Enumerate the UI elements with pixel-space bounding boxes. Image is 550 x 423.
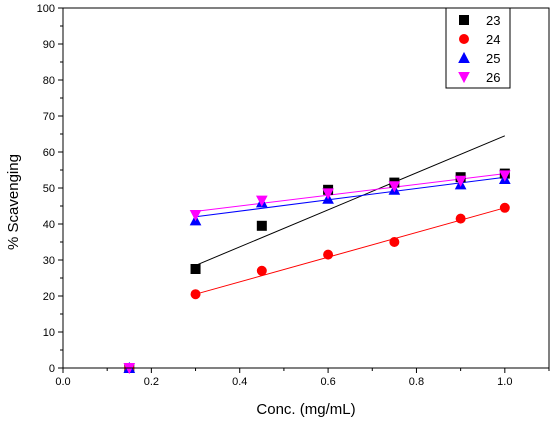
legend-marker-25 bbox=[458, 51, 470, 63]
legend: 23 24 25 26 bbox=[445, 7, 511, 89]
point-26 bbox=[322, 188, 334, 200]
point-24 bbox=[499, 202, 510, 213]
tick-labels: 0.0 0.2 0.4 0.6 0.8 1.0 0 10 20 30 40 50 60 70 80 90 100 bbox=[37, 3, 513, 388]
x-tick-label: 0.8 bbox=[409, 376, 424, 388]
plot-frame bbox=[62, 7, 550, 369]
legend-marker-26 bbox=[458, 72, 470, 84]
fit-line-25 bbox=[195, 176, 505, 218]
y-tick-label: 20 bbox=[43, 291, 55, 303]
point-23 bbox=[256, 220, 267, 231]
point-26 bbox=[454, 175, 467, 187]
legend-label-23: 23 bbox=[486, 13, 500, 28]
legend-marker-24 bbox=[459, 34, 469, 44]
point-23 bbox=[190, 264, 201, 274]
point-26 bbox=[498, 170, 511, 182]
fit-line-23 bbox=[195, 135, 506, 266]
fit-line-24 bbox=[195, 207, 505, 295]
legend-label-24: 24 bbox=[486, 32, 500, 47]
legend-label-25: 25 bbox=[486, 51, 500, 66]
x-axis-label: Conc. (mg/mL) bbox=[256, 401, 355, 418]
y-tick-label: 70 bbox=[43, 111, 55, 123]
fit-line-26 bbox=[195, 173, 505, 212]
x-tick-label: 0.4 bbox=[232, 376, 247, 388]
y-tick-label: 40 bbox=[43, 219, 55, 231]
point-24 bbox=[323, 249, 334, 260]
y-tick-label: 30 bbox=[43, 255, 55, 267]
point-24 bbox=[256, 265, 267, 276]
y-axis-label: % Scavenging bbox=[5, 154, 22, 250]
y-tick-label: 90 bbox=[43, 39, 55, 51]
point-26 bbox=[388, 181, 401, 193]
legend-label-26: 26 bbox=[486, 70, 500, 85]
y-tick-label: 50 bbox=[43, 183, 55, 195]
x-tick-label: 0.6 bbox=[320, 376, 335, 388]
y-tick-label: 0 bbox=[49, 363, 55, 375]
fit-lines bbox=[195, 135, 506, 295]
point-24 bbox=[389, 237, 400, 247]
x-tick-label: 0.0 bbox=[55, 376, 70, 388]
y-tick-label: 80 bbox=[43, 75, 55, 87]
x-tick-label: 1.0 bbox=[497, 376, 512, 388]
legend-marker-23 bbox=[459, 15, 469, 25]
point-26 bbox=[189, 210, 202, 222]
point-24 bbox=[455, 213, 466, 224]
y-tick-label: 100 bbox=[37, 3, 55, 15]
legend-box bbox=[445, 7, 511, 89]
x-tick-label: 0.2 bbox=[144, 376, 159, 388]
y-tick-label: 60 bbox=[43, 147, 55, 159]
y-tick-label: 10 bbox=[43, 327, 55, 339]
point-24 bbox=[190, 289, 201, 300]
data-points bbox=[123, 168, 511, 375]
point-26 bbox=[255, 195, 268, 207]
